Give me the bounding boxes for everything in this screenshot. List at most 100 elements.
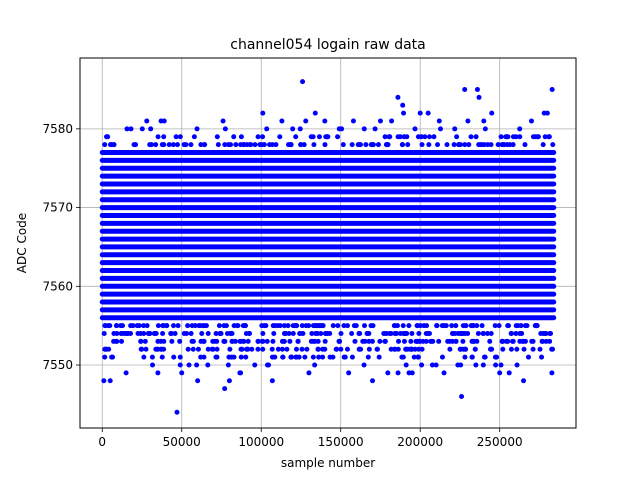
data-point: [111, 331, 117, 337]
data-point: [315, 338, 321, 344]
data-point: [248, 142, 254, 148]
data-point: [168, 331, 174, 337]
data-point: [405, 142, 411, 148]
data-point: [177, 338, 183, 344]
data-point: [192, 323, 198, 329]
x-tick-label: 200000: [397, 435, 443, 449]
data-point: [109, 142, 115, 148]
data-point: [424, 323, 430, 329]
data-point: [102, 323, 108, 329]
data-point: [234, 323, 240, 329]
data-point: [109, 354, 115, 360]
data-point: [233, 142, 239, 148]
data-point: [387, 134, 393, 140]
data-point: [312, 110, 318, 116]
data-point: [102, 354, 108, 360]
data-point: [372, 126, 378, 132]
data-point: [468, 134, 474, 140]
data-point: [351, 323, 357, 329]
data-point: [330, 354, 336, 360]
data-point: [221, 338, 227, 344]
data-point: [273, 142, 279, 148]
data-point: [242, 323, 248, 329]
data-point: [453, 323, 459, 329]
data-point: [295, 338, 301, 344]
data-point: [488, 331, 494, 337]
data-point: [375, 142, 381, 148]
data-point: [105, 134, 111, 140]
data-point: [453, 338, 459, 344]
data-point: [517, 331, 523, 337]
data-point: [505, 134, 511, 140]
data-point: [171, 354, 177, 360]
data-point: [123, 331, 129, 337]
data-point: [436, 338, 442, 344]
data-point: [293, 323, 299, 329]
data-point: [395, 134, 401, 140]
data-point: [252, 362, 258, 368]
data-point: [412, 126, 418, 132]
data-point: [338, 346, 344, 352]
data-point: [299, 346, 305, 352]
data-point: [215, 142, 221, 148]
data-point: [186, 362, 192, 368]
data-point: [139, 346, 145, 352]
data-point: [172, 331, 178, 337]
data-point: [231, 134, 237, 140]
data-point: [308, 134, 314, 140]
y-axis-ticks: 7550 7560 7570 7580: [42, 122, 80, 372]
data-point: [287, 338, 293, 344]
data-point: [530, 346, 536, 352]
data-point: [346, 370, 352, 376]
data-point: [513, 331, 519, 337]
data-point: [517, 126, 523, 132]
x-tick-label: 150000: [318, 435, 364, 449]
data-point: [310, 338, 316, 344]
data-point: [169, 338, 175, 344]
data-point: [271, 331, 277, 337]
data-point: [311, 142, 317, 148]
data-point: [294, 354, 300, 360]
x-tick-label: 50000: [163, 435, 201, 449]
data-point: [155, 323, 161, 329]
data-point: [143, 346, 149, 352]
data-point: [466, 142, 472, 148]
data-point: [415, 323, 421, 329]
data-point: [408, 338, 414, 344]
data-point: [222, 142, 228, 148]
data-point: [136, 323, 142, 329]
data-point: [415, 134, 421, 140]
data-point: [472, 346, 478, 352]
data-point: [220, 118, 226, 124]
data-point: [124, 126, 130, 132]
x-axis-label: sample number: [281, 456, 375, 470]
data-point: [366, 338, 372, 344]
data-point: [260, 134, 266, 140]
data-point: [306, 323, 312, 329]
data-point: [298, 142, 304, 148]
data-point: [465, 118, 471, 124]
data-point: [496, 323, 502, 329]
data-point: [102, 142, 108, 148]
data-point: [514, 362, 520, 368]
data-point: [454, 134, 460, 140]
data-point: [264, 338, 270, 344]
data-point: [521, 378, 527, 384]
data-point: [493, 362, 499, 368]
data-point: [423, 338, 429, 344]
data-point: [189, 338, 195, 344]
data-point: [361, 323, 367, 329]
data-point: [194, 362, 200, 368]
data-point: [339, 126, 345, 132]
data-point: [225, 362, 231, 368]
data-point: [245, 338, 251, 344]
data-point: [269, 378, 275, 384]
data-point: [352, 338, 358, 344]
data-point: [259, 142, 265, 148]
data-point: [240, 142, 246, 148]
data-point: [279, 118, 285, 124]
data-point: [277, 134, 283, 140]
data-point: [542, 331, 548, 337]
data-point: [411, 354, 417, 360]
y-tick-label: 7550: [42, 358, 73, 372]
